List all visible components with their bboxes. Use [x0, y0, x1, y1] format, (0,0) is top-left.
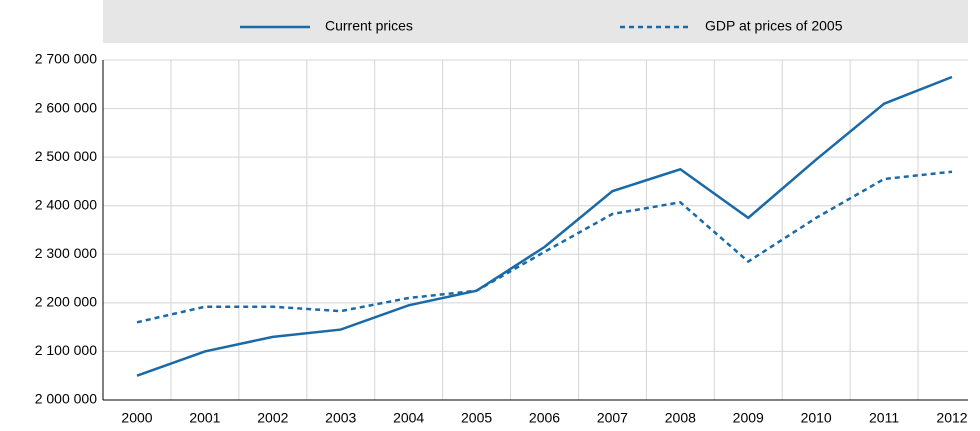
x-tick-label: 2004: [393, 410, 424, 426]
series-line: [136, 75, 953, 377]
y-tick-label: 2 600 000: [35, 99, 97, 115]
x-tick-label: 2009: [733, 410, 764, 426]
series-line: [136, 170, 953, 324]
x-tick-label: 2002: [257, 410, 288, 426]
x-tick-label: 2008: [665, 410, 696, 426]
legend-background: [103, 0, 968, 43]
x-tick-label: 2012: [936, 410, 967, 426]
y-tick-label: 2 100 000: [35, 342, 97, 358]
x-tick-label: 2003: [325, 410, 356, 426]
y-tick-label: 2 500 000: [35, 148, 97, 164]
x-tick-label: 2010: [801, 410, 832, 426]
x-tick-label: 2000: [121, 410, 152, 426]
y-tick-label: 2 700 000: [35, 51, 97, 67]
legend-label: GDP at prices of 2005: [705, 18, 843, 34]
x-tick-label: 2001: [189, 410, 220, 426]
x-tick-label: 2007: [597, 410, 628, 426]
x-tick-label: 2011: [869, 410, 899, 426]
y-tick-label: 2 000 000: [35, 391, 97, 407]
y-tick-label: 2 300 000: [35, 245, 97, 261]
x-tick-label: 2005: [461, 410, 492, 426]
y-tick-label: 2 200 000: [35, 294, 97, 310]
x-tick-label: 2006: [529, 410, 560, 426]
y-tick-label: 2 400 000: [35, 196, 97, 212]
legend-label: Current prices: [325, 18, 413, 34]
